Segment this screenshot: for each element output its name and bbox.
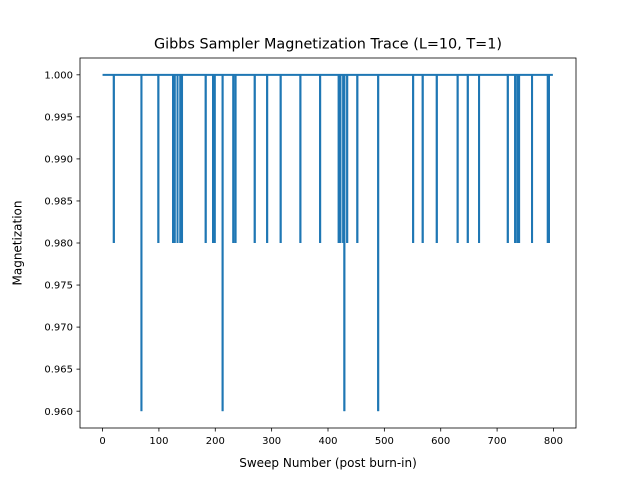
- plot-area: [79, 57, 577, 429]
- x-axis: 0 100 200 300 400 500 600 700 800: [99, 428, 563, 447]
- x-tick-label: 600: [431, 436, 450, 447]
- x-tick-label: 200: [206, 436, 225, 447]
- x-tick-label: 500: [375, 436, 394, 447]
- y-tick-label: 0.980: [44, 239, 73, 250]
- y-axis: 0.960 0.965 0.970 0.975 0.980 0.985 0.990 0.995…: [44, 70, 80, 418]
- y-tick-label: 0.985: [44, 197, 73, 208]
- y-axis-label: Magnetization: [11, 201, 25, 286]
- y-tick-label: 0.990: [44, 155, 73, 166]
- x-tick-label: 100: [149, 436, 168, 447]
- y-tick-label: 0.965: [44, 365, 73, 376]
- y-tick-label: 0.960: [44, 407, 73, 418]
- y-tick-label: 0.995: [44, 112, 73, 123]
- series-layer: [102, 73, 553, 412]
- y-tick-label: 0.970: [44, 323, 73, 334]
- x-tick-label: 300: [262, 436, 281, 447]
- x-tick-label: 800: [544, 436, 563, 447]
- x-tick-label: 700: [488, 436, 507, 447]
- y-tick-label: 1.000: [44, 70, 73, 81]
- chart-title: Gibbs Sampler Magnetization Trace (L=10,…: [154, 37, 502, 53]
- x-tick-label: 0: [99, 436, 105, 447]
- x-tick-label: 400: [318, 436, 337, 447]
- y-tick-label: 0.975: [44, 281, 73, 292]
- x-axis-label: Sweep Number (post burn-in): [239, 456, 417, 470]
